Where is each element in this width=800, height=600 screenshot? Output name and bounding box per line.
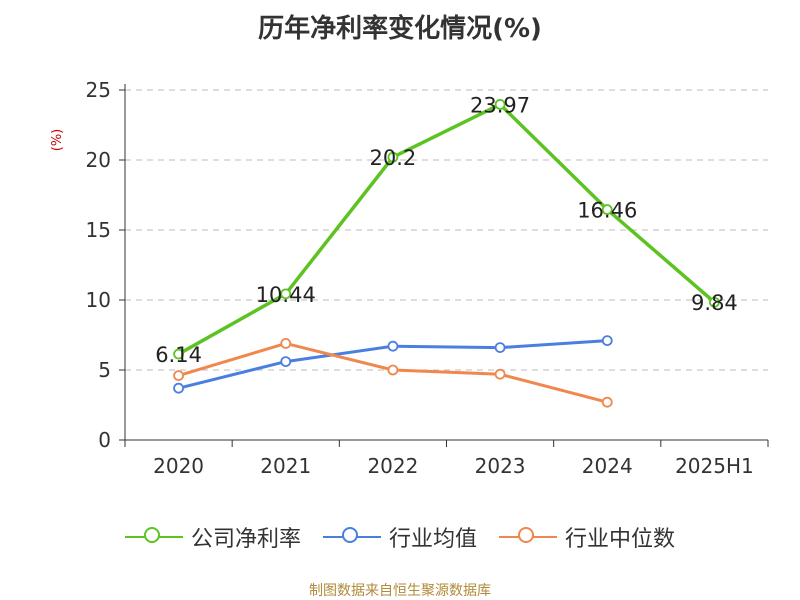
data-point xyxy=(494,342,506,354)
legend-label: 行业均值 xyxy=(388,527,477,552)
legend-swatch xyxy=(124,522,183,552)
x-tick-label: 2025H1 xyxy=(675,454,754,478)
legend-label: 行业中位数 xyxy=(565,527,676,552)
chart-legend: 公司净利率 行业均值 行业中位数 xyxy=(0,520,800,554)
x-tick-label: 2023 xyxy=(475,454,526,478)
y-tick-label: 0 xyxy=(98,428,111,452)
x-tick-label: 2022 xyxy=(367,454,418,478)
data-point xyxy=(173,348,184,360)
legend-item[interactable]: 公司净利率 xyxy=(124,521,301,553)
data-point xyxy=(601,396,613,408)
data-point xyxy=(709,296,720,308)
data-label: 23.97 xyxy=(470,93,530,117)
legend-label: 公司净利率 xyxy=(190,527,301,552)
data-point xyxy=(601,204,613,215)
data-label: 20.2 xyxy=(370,146,417,170)
data-point xyxy=(280,337,292,349)
data-point xyxy=(494,368,506,380)
data-point xyxy=(280,356,292,368)
y-tick-label: 10 xyxy=(86,288,111,312)
series-line-1 xyxy=(177,102,716,356)
data-point xyxy=(387,364,399,376)
legend-swatch xyxy=(499,522,557,552)
data-label: 9.84 xyxy=(691,291,738,315)
data-source-footer: 制图数据来自恒生聚源数据库 xyxy=(309,583,491,599)
data-point xyxy=(173,382,184,394)
legend-item[interactable]: 行业均值 xyxy=(322,521,477,553)
chart-title: 历年净利率变化情况(%) xyxy=(258,14,542,44)
data-point xyxy=(601,335,613,347)
data-point xyxy=(387,151,399,163)
data-point xyxy=(387,340,399,352)
legend-swatch xyxy=(322,522,381,552)
legend-item[interactable]: 行业中位数 xyxy=(499,521,675,553)
data-point xyxy=(494,99,506,110)
data-label: 16.46 xyxy=(577,199,637,223)
y-tick-label: 20 xyxy=(86,148,111,172)
x-tick-label: 2021 xyxy=(260,454,311,478)
data-point xyxy=(173,370,184,382)
x-tick-label: 2024 xyxy=(582,454,633,478)
y-tick-label: 25 xyxy=(86,78,111,102)
x-tick-label: 2020 xyxy=(153,454,204,478)
data-label: 10.44 xyxy=(256,283,316,307)
y-tick-label: 5 xyxy=(98,358,111,382)
y-tick-label: 15 xyxy=(86,218,111,242)
data-point xyxy=(280,288,292,300)
data-label: 6.14 xyxy=(155,343,202,367)
